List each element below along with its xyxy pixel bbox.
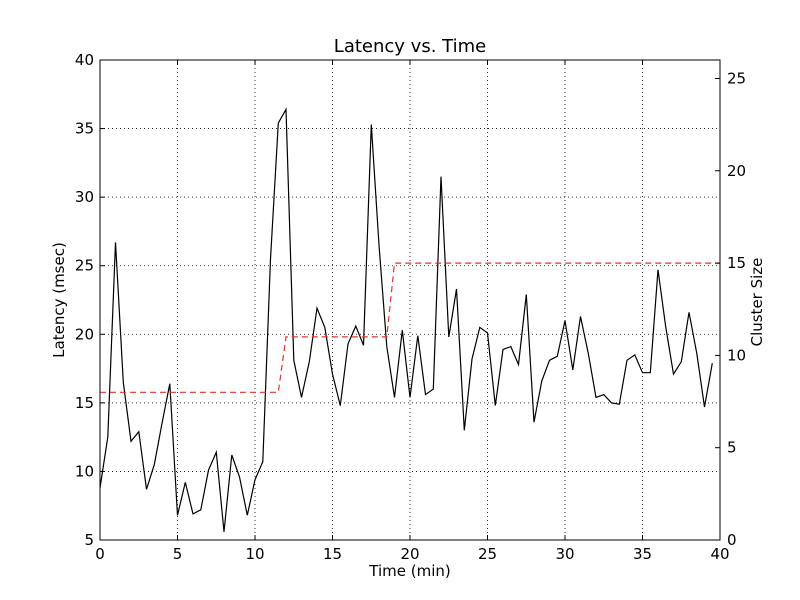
y-right-tick-label: 5 bbox=[727, 439, 737, 457]
y-tick-label: 40 bbox=[75, 51, 94, 69]
x-tick-label: 25 bbox=[478, 545, 497, 563]
y-tick-label: 20 bbox=[75, 325, 94, 343]
y-right-tick-label: 10 bbox=[727, 346, 746, 364]
y-tick-label: 15 bbox=[75, 394, 94, 412]
y-tick-label: 25 bbox=[75, 257, 94, 275]
y-tick-label: 30 bbox=[75, 188, 94, 206]
x-tick-label: 15 bbox=[323, 545, 342, 563]
x-tick-label: 30 bbox=[555, 545, 574, 563]
y-right-tick-label: 25 bbox=[727, 69, 746, 87]
y-right-tick-label: 20 bbox=[727, 162, 746, 180]
grid-lines bbox=[100, 60, 720, 540]
y-tick-label: 35 bbox=[75, 120, 94, 138]
x-tick-label: 0 bbox=[95, 545, 105, 563]
series-layer bbox=[99, 107, 720, 532]
y-right-tick-label: 0 bbox=[727, 531, 737, 549]
ticks: 0 5 10 15 20 25 30 35 40510152025303540051015202… bbox=[75, 51, 746, 563]
x-tick-label: 10 bbox=[245, 545, 264, 563]
y-axis-label: Latency (msec) bbox=[50, 242, 68, 358]
y-tick-label: 10 bbox=[75, 462, 94, 480]
x-tick-label: 40 bbox=[710, 545, 729, 563]
x-tick-label: 20 bbox=[400, 545, 419, 563]
x-tick-label: 5 bbox=[173, 545, 183, 563]
cluster-size-line bbox=[100, 262, 720, 393]
y-right-tick-label: 15 bbox=[727, 254, 746, 272]
x-axis-label: Time (min) bbox=[368, 562, 450, 580]
latency-line bbox=[99, 107, 713, 532]
chart-title: Latency vs. Time bbox=[334, 36, 486, 57]
y-right-axis-label: Cluster Size bbox=[748, 258, 766, 347]
y-tick-label: 5 bbox=[84, 531, 94, 549]
x-tick-label: 35 bbox=[633, 545, 652, 563]
